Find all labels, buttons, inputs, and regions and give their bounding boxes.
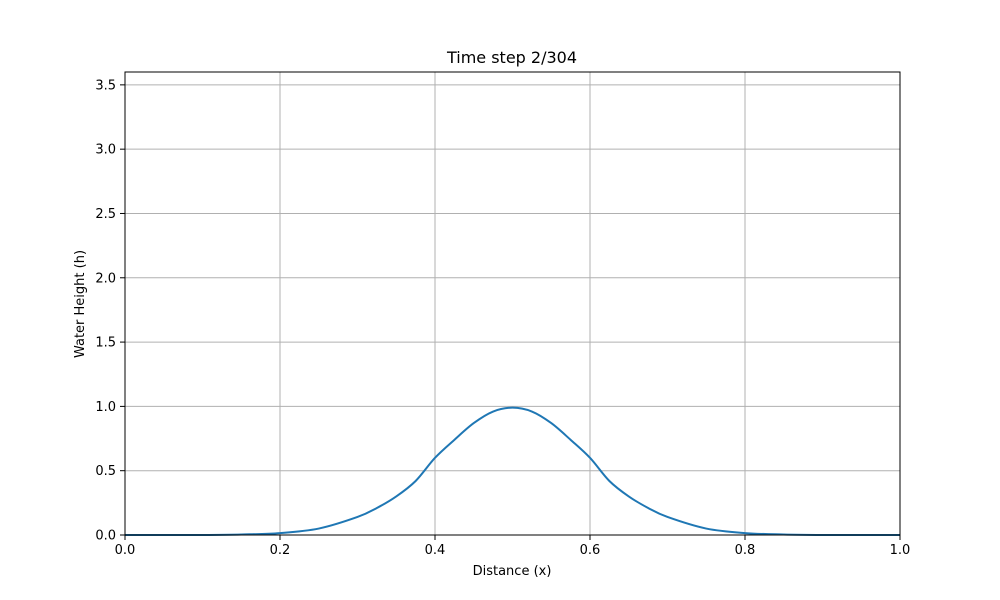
- x-tick-label: 0.8: [735, 543, 756, 558]
- x-tick-label: 0.4: [425, 543, 446, 558]
- x-tick-label: 1.0: [890, 543, 911, 558]
- series-layer: [125, 406, 900, 537]
- chart-title: Time step 2/304: [446, 48, 577, 67]
- y-tick-label: 1.0: [95, 400, 116, 415]
- plot-frame: [124, 71, 901, 536]
- y-tick-label: 3.5: [95, 78, 116, 93]
- y-tick-label: 1.5: [95, 336, 116, 351]
- y-tick-label: 3.0: [95, 143, 116, 158]
- y-axis-label: Water Height (h): [73, 250, 88, 358]
- x-axis-ticks: 0.0 0.2 0.4 0.6 0.8 1.0: [115, 535, 911, 558]
- y-tick-label: 0.5: [95, 464, 116, 479]
- series-line: [125, 406, 900, 537]
- y-tick-label: 0.0: [95, 529, 116, 544]
- x-tick-label: 0.2: [270, 543, 291, 558]
- y-axis-ticks: 0.0 0.5 1.0 1.5 2.0 2.5 3.0 3.5: [95, 78, 125, 544]
- x-axis-label: Distance (x): [473, 564, 552, 579]
- grid: [124, 72, 901, 536]
- x-tick-label: 0.6: [580, 543, 601, 558]
- x-tick-label: 0.0: [115, 543, 136, 558]
- y-tick-label: 2.5: [95, 207, 116, 222]
- y-tick-label: 2.0: [95, 271, 116, 286]
